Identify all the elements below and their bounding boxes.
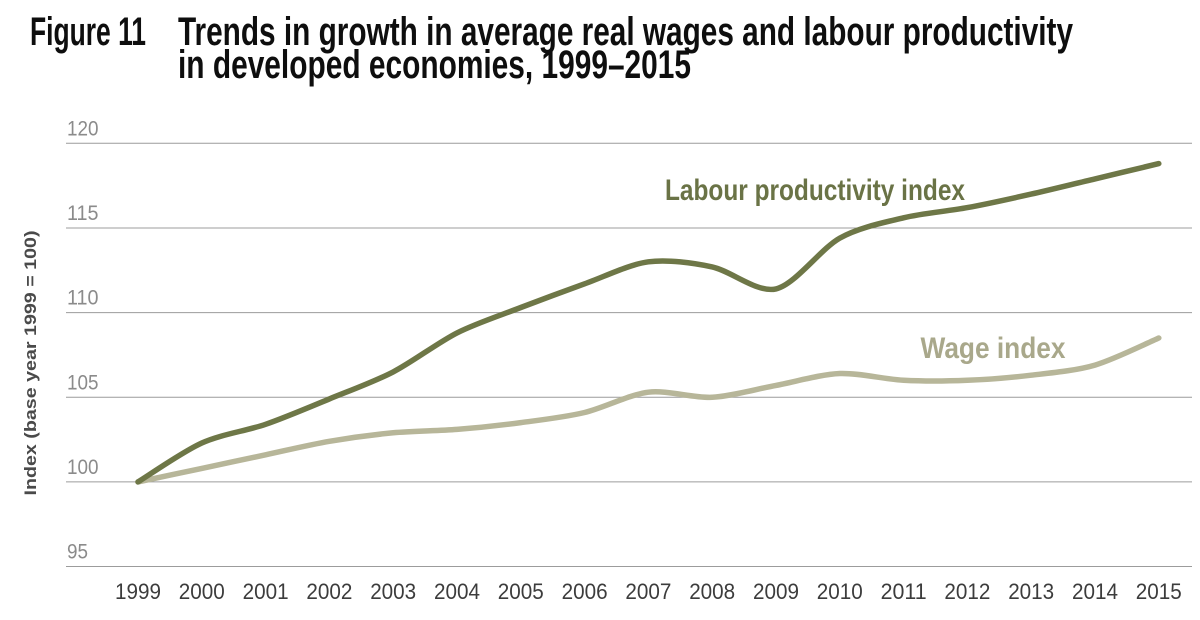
x-tick-label-2000: 2000 xyxy=(179,579,225,604)
y-tick-label-120: 120 xyxy=(67,117,99,140)
x-tick-label-2009: 2009 xyxy=(753,579,799,604)
x-tick-label-2014: 2014 xyxy=(1072,579,1118,604)
plot-area: 95 100 105 110 115 120 1999 2000 2001 2002 2003 200… xyxy=(66,117,1192,604)
wage-index-line xyxy=(135,335,1162,485)
x-tick-label-1999: 1999 xyxy=(115,579,161,604)
x-tick-label-2013: 2013 xyxy=(1008,579,1054,604)
x-tick-label-2002: 2002 xyxy=(306,579,352,604)
x-tick-label-2001: 2001 xyxy=(243,579,289,604)
figure-title-line1: Trends in growth in average real wages a… xyxy=(178,10,1074,54)
legend-label-wage: Wage index xyxy=(921,332,1066,365)
label-layer: Figure 11 Trends in growth in average re… xyxy=(21,10,1074,496)
x-tick-label-2006: 2006 xyxy=(562,579,608,604)
x-tick-label-2012: 2012 xyxy=(944,579,990,604)
x-tick-label-2008: 2008 xyxy=(689,579,735,604)
x-tick-label-2004: 2004 xyxy=(434,579,480,604)
x-tick-label-2007: 2007 xyxy=(625,579,671,604)
y-tick-label-115: 115 xyxy=(67,202,99,225)
y-tick-label-105: 105 xyxy=(67,371,99,394)
x-tick-label-2005: 2005 xyxy=(498,579,544,604)
y-tick-label-110: 110 xyxy=(67,287,99,310)
y-tick-label-100: 100 xyxy=(67,456,99,479)
y-tick-label-95: 95 xyxy=(67,541,88,564)
labour-productivity-line xyxy=(135,160,1162,485)
figure-title-line2: in developed economies, 1999–2015 xyxy=(178,43,691,87)
figure-label: Figure 11 xyxy=(30,10,146,54)
x-tick-label-2011: 2011 xyxy=(881,579,927,604)
x-tick-label-2010: 2010 xyxy=(817,579,863,604)
legend-label-productivity: Labour productivity index xyxy=(665,174,965,207)
y-axis-title: Index (base year 1999 = 100) xyxy=(21,231,40,496)
x-tick-label-2003: 2003 xyxy=(370,579,416,604)
x-tick-label-2015: 2015 xyxy=(1136,579,1182,604)
